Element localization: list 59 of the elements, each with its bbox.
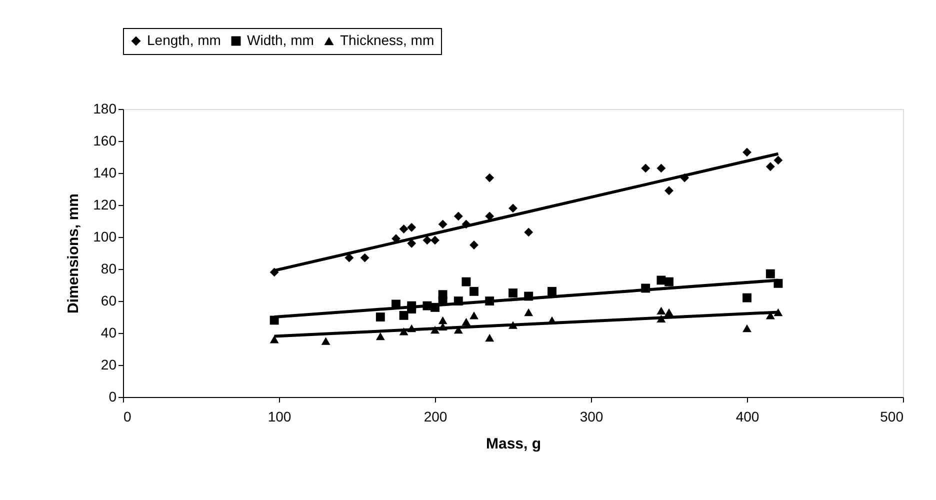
point [774, 156, 783, 165]
point [399, 310, 408, 320]
point [360, 253, 370, 262]
point [508, 288, 518, 298]
legend-label: Thickness, mm [340, 32, 434, 48]
point [470, 286, 478, 296]
point [485, 173, 494, 182]
point [430, 236, 440, 245]
y-tick-label: 120 [93, 196, 117, 212]
point [438, 220, 448, 229]
point [656, 306, 666, 314]
point [470, 312, 478, 320]
point [664, 277, 674, 286]
point [462, 318, 471, 326]
point [766, 269, 775, 278]
point [422, 236, 432, 245]
point [376, 312, 385, 322]
y-tick-label: 160 [93, 132, 117, 148]
y-tick-label: 40 [100, 324, 117, 340]
x-tick-label: 400 [736, 408, 760, 424]
point [399, 224, 408, 234]
x-tick-label: 500 [880, 408, 904, 424]
y-tick-label: 0 [108, 388, 117, 404]
x-axis-title: Mass, g [486, 436, 542, 452]
x-tick-label: 200 [424, 408, 448, 424]
x-tick-label: 300 [580, 408, 604, 424]
point [641, 164, 650, 173]
y-tick-label: 180 [93, 100, 117, 116]
point [742, 324, 752, 332]
point [656, 276, 666, 285]
point [548, 286, 556, 296]
point [508, 204, 518, 213]
point [664, 308, 674, 316]
y-tick-label: 80 [100, 260, 117, 276]
y-tick-label: 140 [93, 164, 117, 180]
legend-label: Length, mm [147, 32, 221, 48]
point [321, 337, 330, 345]
y-tick-label: 20 [100, 356, 117, 372]
y-tick-label: 100 [93, 228, 117, 244]
point [524, 308, 534, 316]
point [462, 277, 471, 286]
point [742, 293, 752, 302]
y-axis-title: Dimensions, mm [65, 193, 82, 314]
legend-label: Width, mm [247, 32, 314, 48]
point [485, 334, 494, 342]
point [270, 336, 279, 344]
point [766, 162, 775, 172]
point [376, 332, 385, 340]
point [438, 316, 448, 324]
point [454, 212, 463, 221]
x-tick-label: 100 [268, 408, 292, 424]
y-tick-label: 60 [100, 292, 117, 308]
point [470, 240, 478, 250]
point [656, 164, 666, 173]
x-tick-label: 0 [124, 408, 132, 424]
point [407, 222, 416, 232]
point [664, 186, 674, 196]
point [524, 228, 534, 237]
point [742, 148, 752, 157]
